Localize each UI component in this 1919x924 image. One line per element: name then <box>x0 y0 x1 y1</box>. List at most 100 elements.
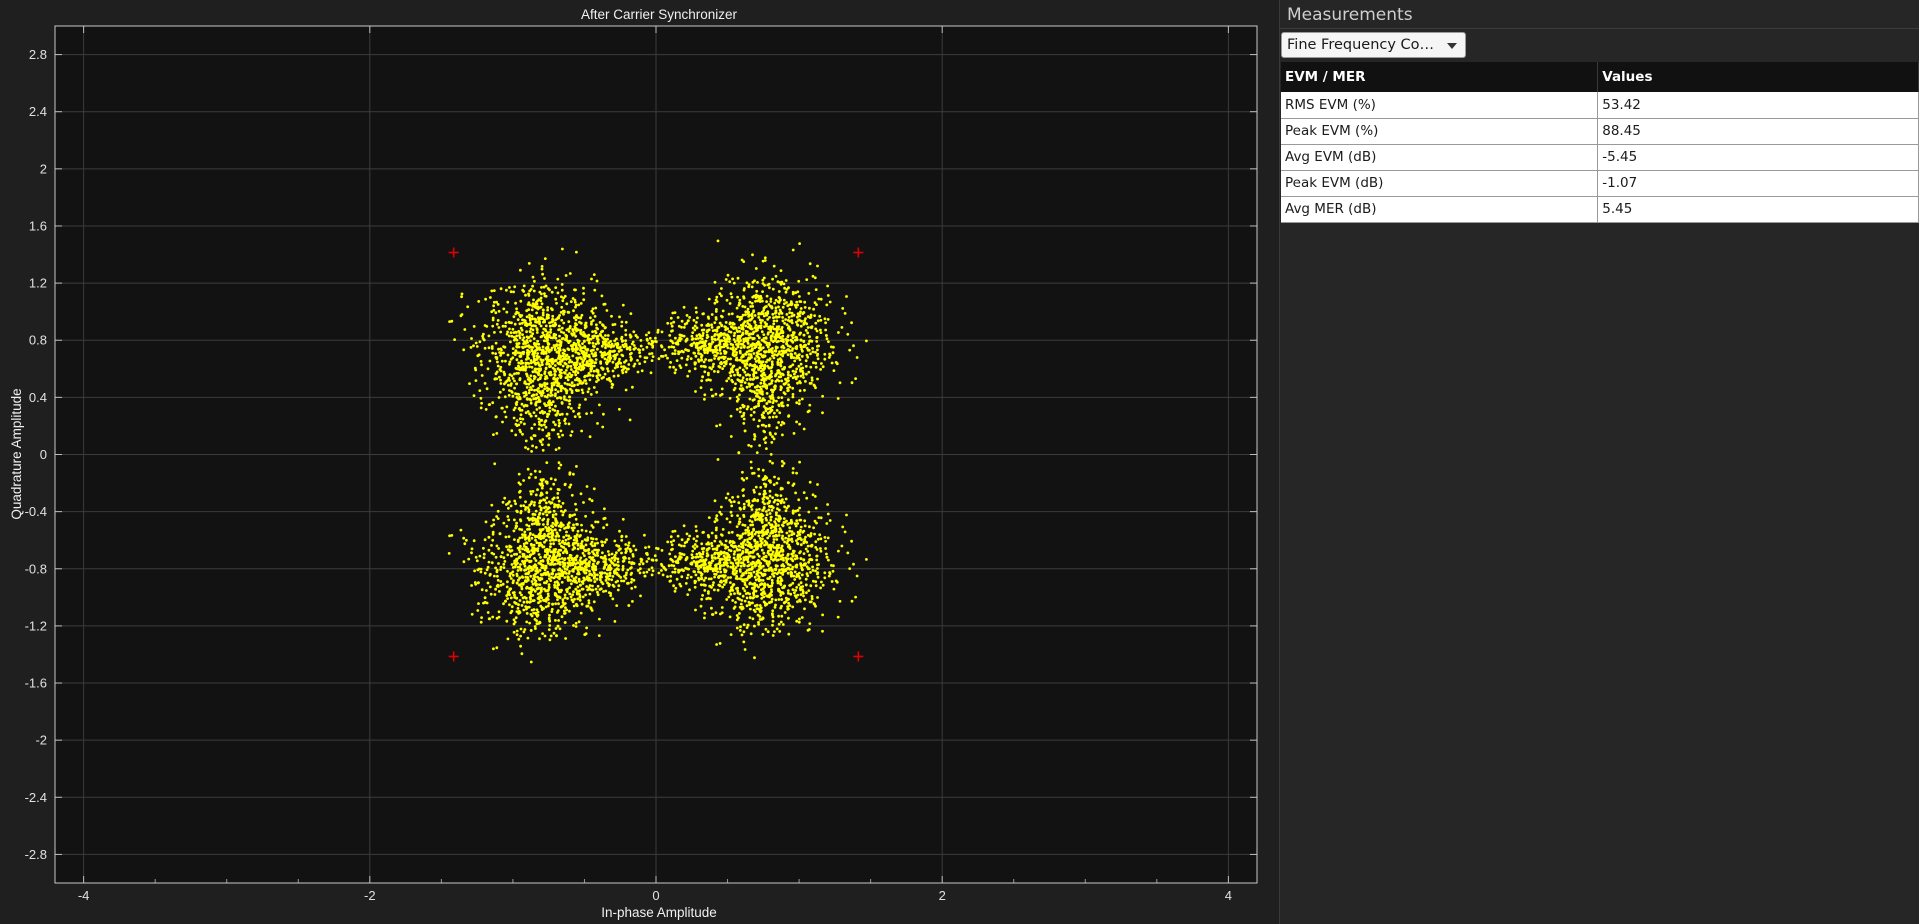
symbol-point <box>650 352 654 355</box>
symbol-point <box>535 320 539 324</box>
symbol-point <box>496 360 499 364</box>
symbol-point <box>761 290 764 293</box>
symbol-point <box>711 348 715 352</box>
symbol-point <box>761 537 764 541</box>
symbol-point <box>654 336 657 340</box>
symbol-point <box>565 590 569 594</box>
symbol-point <box>517 342 521 345</box>
symbol-point <box>704 365 707 369</box>
symbol-point <box>632 347 636 351</box>
symbol-point <box>568 383 571 387</box>
symbol-point <box>581 595 585 599</box>
symbol-point <box>754 360 758 363</box>
symbol-point <box>714 392 718 396</box>
symbol-point <box>725 298 729 302</box>
symbol-point <box>535 408 539 411</box>
symbol-point <box>565 572 568 575</box>
symbol-point <box>608 354 612 358</box>
symbol-point <box>804 364 808 368</box>
symbol-point <box>544 550 547 553</box>
symbol-point <box>624 388 628 392</box>
symbol-point <box>776 358 780 361</box>
symbol-point <box>535 331 539 334</box>
symbol-point <box>494 341 498 345</box>
symbol-point <box>515 629 519 633</box>
symbol-point <box>714 316 718 319</box>
symbol-point <box>553 562 557 566</box>
symbol-point <box>570 493 574 497</box>
symbol-point <box>487 548 491 552</box>
symbol-point <box>769 300 773 303</box>
symbol-point <box>524 555 528 559</box>
symbol-point <box>520 359 523 363</box>
symbol-point <box>777 622 781 626</box>
symbol-point <box>544 538 548 542</box>
symbol-point <box>548 409 552 413</box>
symbol-point <box>563 558 566 562</box>
symbol-point <box>689 357 693 360</box>
symbol-point <box>728 280 732 283</box>
symbol-point <box>583 560 587 564</box>
symbol-point <box>601 544 604 547</box>
symbol-point <box>742 417 746 421</box>
symbol-point <box>715 300 719 304</box>
symbol-point <box>622 579 626 583</box>
symbol-point <box>590 320 593 324</box>
symbol-point <box>695 342 699 345</box>
symbol-point <box>768 325 772 328</box>
symbol-point <box>503 560 507 563</box>
symbol-point <box>745 281 749 285</box>
symbol-point <box>592 558 596 562</box>
symbol-point <box>552 428 556 432</box>
symbol-point <box>535 400 539 404</box>
symbol-point <box>495 515 498 518</box>
symbol-point <box>838 381 842 385</box>
symbol-point <box>586 588 589 592</box>
symbol-point <box>727 340 731 343</box>
symbol-point <box>571 344 574 348</box>
symbol-point <box>775 328 779 332</box>
symbol-point <box>630 587 634 590</box>
symbol-point <box>485 387 489 391</box>
symbol-point <box>537 387 540 390</box>
symbol-point <box>513 322 517 326</box>
symbol-point <box>591 584 594 588</box>
symbol-point <box>752 418 756 421</box>
symbol-point <box>758 297 761 301</box>
symbol-point <box>589 542 593 546</box>
symbol-point <box>548 321 551 325</box>
symbol-point <box>477 602 480 605</box>
symbol-point <box>568 513 572 517</box>
symbol-point <box>712 362 715 366</box>
symbol-point <box>781 316 784 319</box>
symbol-point <box>564 637 567 640</box>
symbol-point <box>669 322 673 325</box>
symbol-point <box>695 334 699 338</box>
symbol-point <box>577 579 581 583</box>
symbol-point <box>754 294 758 298</box>
symbol-point <box>507 518 511 522</box>
symbol-point <box>507 383 510 387</box>
symbol-point <box>523 595 527 599</box>
symbol-point <box>547 577 551 580</box>
symbol-point <box>774 298 778 302</box>
symbol-point <box>541 313 545 317</box>
symbol-point <box>701 344 704 348</box>
symbol-point <box>751 337 755 340</box>
symbol-point <box>551 602 554 606</box>
symbol-point <box>762 368 765 372</box>
symbol-point <box>798 617 801 621</box>
symbol-point <box>495 570 499 574</box>
symbol-point <box>729 581 732 584</box>
symbol-point <box>646 339 649 342</box>
symbol-point <box>530 308 534 312</box>
symbol-point <box>718 356 721 359</box>
symbol-point <box>785 313 789 316</box>
symbol-point <box>788 345 792 348</box>
symbol-point <box>450 319 454 323</box>
symbol-point <box>557 351 561 355</box>
symbol-point <box>775 538 779 541</box>
symbol-point <box>823 317 827 321</box>
symbol-point <box>580 357 583 361</box>
symbol-point <box>517 612 520 615</box>
